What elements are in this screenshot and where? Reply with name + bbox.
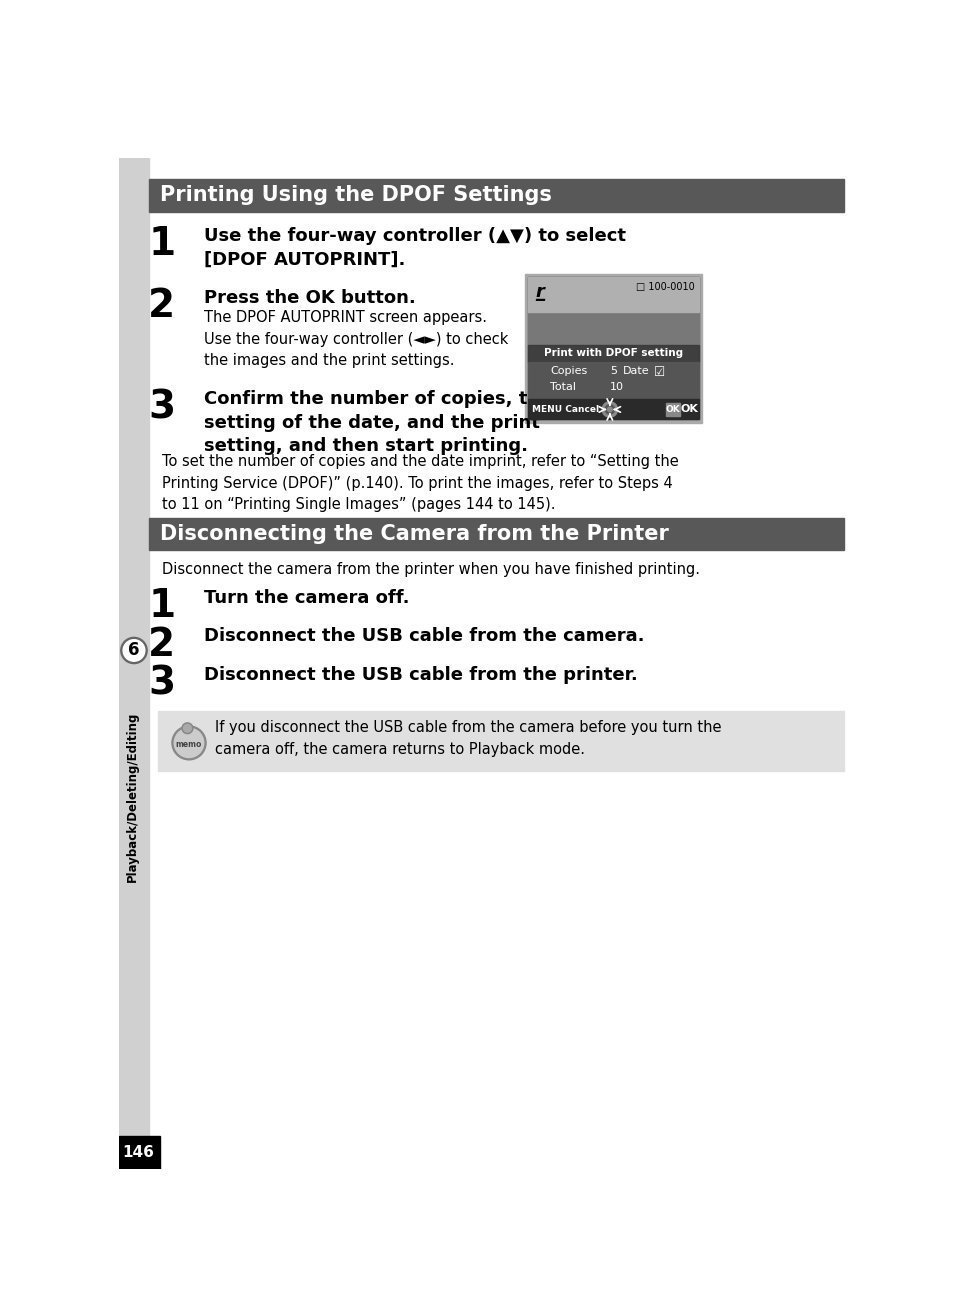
Text: Turn the camera off.: Turn the camera off. (204, 589, 410, 607)
Text: Disconnect the camera from the printer when you have finished printing.: Disconnect the camera from the printer w… (162, 562, 700, 577)
Text: Disconnect the USB cable from the camera.: Disconnect the USB cable from the camera… (204, 627, 644, 645)
Text: 5: 5 (609, 367, 617, 376)
Bar (528, 277, 699, 311)
Text: Confirm the number of copies, the
setting of the date, and the print
setting, an: Confirm the number of copies, the settin… (204, 390, 553, 456)
Text: Print with DPOF setting: Print with DPOF setting (543, 348, 682, 359)
Text: 146: 146 (122, 1144, 153, 1160)
Text: 2: 2 (148, 286, 175, 325)
Text: ☑: ☑ (654, 367, 664, 380)
Text: Playback/Deleting/Editing: Playback/Deleting/Editing (126, 712, 139, 882)
Text: memo: memo (175, 740, 202, 749)
Circle shape (601, 402, 617, 417)
Text: 1: 1 (148, 587, 175, 625)
Text: OK: OK (665, 405, 680, 414)
Text: Total: Total (550, 382, 576, 392)
Text: 3: 3 (148, 389, 175, 427)
Text: Copies: Copies (550, 367, 587, 376)
Text: 10: 10 (609, 382, 623, 392)
Bar (525, 273, 701, 423)
Text: Press the OK button.: Press the OK button. (204, 289, 416, 306)
Circle shape (182, 723, 193, 733)
Text: Printing Using the DPOF Settings: Printing Using the DPOF Settings (159, 185, 551, 205)
Bar (149, 518, 843, 551)
Text: Disconnecting the Camera from the Printer: Disconnecting the Camera from the Printe… (159, 524, 668, 544)
Text: 1: 1 (148, 226, 175, 263)
Circle shape (604, 405, 614, 414)
Bar (149, 179, 843, 212)
Bar (119, 1135, 160, 1169)
Text: MENU Cancel: MENU Cancel (532, 405, 598, 414)
Text: Disconnect the USB cable from the printer.: Disconnect the USB cable from the printe… (204, 666, 638, 683)
Circle shape (121, 637, 147, 664)
Circle shape (183, 724, 192, 732)
Text: To set the number of copies and the date imprint, refer to “Setting the
Printing: To set the number of copies and the date… (162, 455, 678, 512)
Text: □ 100-0010: □ 100-0010 (635, 281, 694, 292)
Text: OK: OK (680, 405, 698, 414)
Text: Use the four-way controller (▲▼) to select
[DPOF AUTOPRINT].: Use the four-way controller (▲▼) to sele… (204, 227, 626, 268)
Bar (528, 277, 699, 419)
Circle shape (607, 407, 612, 411)
Text: 6: 6 (128, 641, 139, 660)
Bar (528, 344, 699, 361)
Text: Date: Date (622, 367, 649, 376)
Text: The DPOF AUTOPRINT screen appears.
Use the four-way controller (◄►) to check
the: The DPOF AUTOPRINT screen appears. Use t… (204, 310, 508, 368)
Bar (158, 711, 843, 770)
Bar (528, 399, 699, 419)
Circle shape (172, 725, 206, 759)
Bar (528, 361, 699, 398)
Text: 2: 2 (148, 625, 175, 664)
Bar (119, 158, 149, 1169)
Circle shape (123, 640, 145, 661)
Bar (666, 403, 679, 415)
Text: 3: 3 (148, 665, 175, 703)
Text: r̲̲: r̲̲ (536, 284, 544, 301)
Bar (528, 277, 699, 361)
Circle shape (174, 728, 204, 757)
Text: If you disconnect the USB cable from the camera before you turn the
camera off, : If you disconnect the USB cable from the… (214, 720, 720, 757)
